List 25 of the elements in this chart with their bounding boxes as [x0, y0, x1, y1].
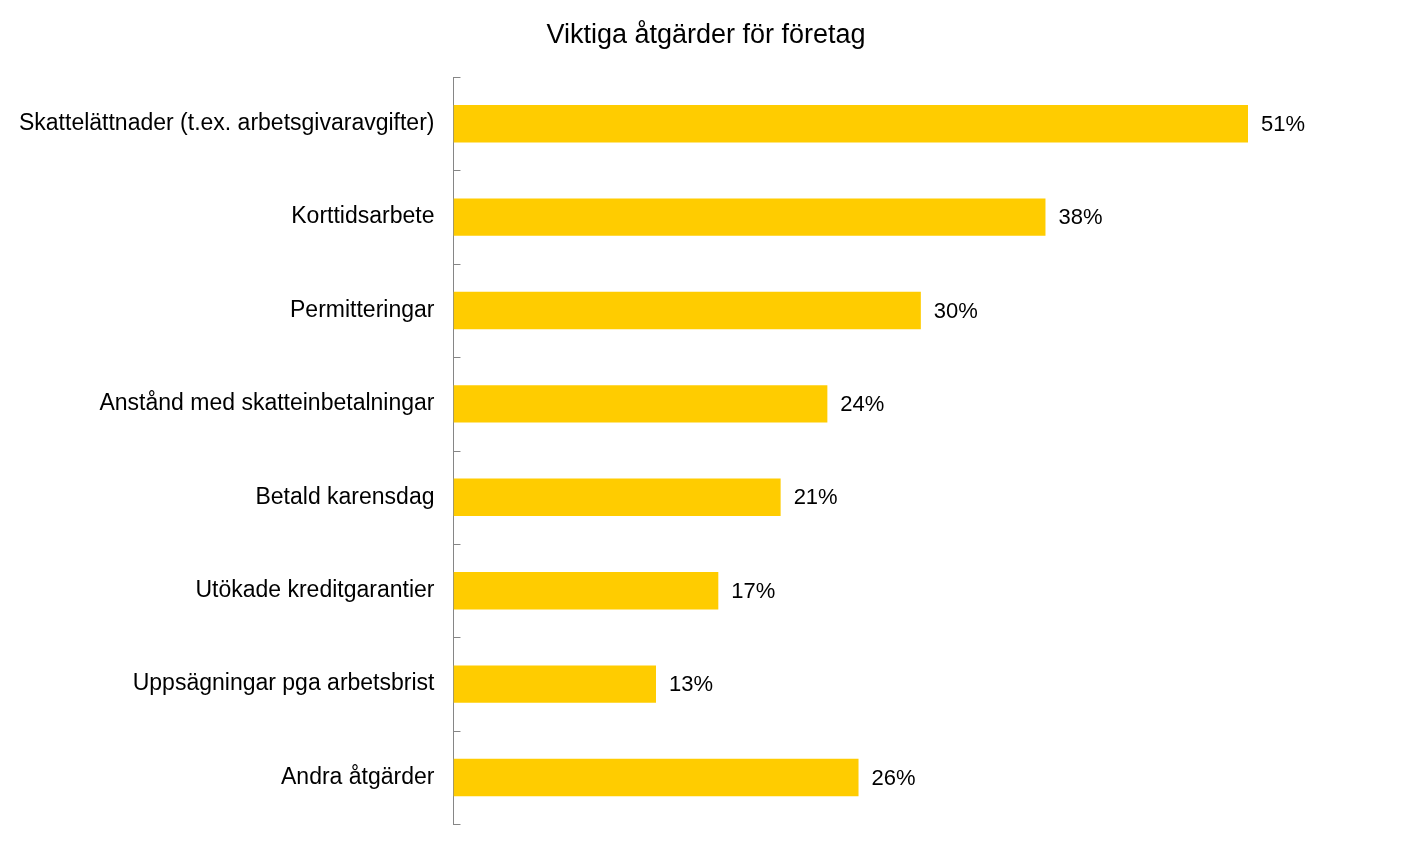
data-label: 38% [1058, 204, 1103, 230]
bar [453, 665, 656, 703]
data-label: 13% [669, 671, 714, 697]
y-tick-label: Uppsägningar pga arbetsbrist [132, 669, 436, 696]
bar [453, 758, 859, 797]
data-label: 24% [840, 390, 885, 416]
y-tick-label: Andra åtgärder [281, 762, 435, 789]
bar [453, 478, 781, 516]
data-label: 30% [933, 297, 978, 323]
data-label: 51% [1261, 110, 1306, 136]
y-tick-label: Utökade kreditgarantier [195, 576, 435, 603]
y-tick-label: Betald karensdag [255, 482, 435, 509]
bar [453, 291, 921, 330]
y-tick-label: Korttidsarbete [291, 202, 435, 229]
bar [453, 572, 719, 610]
data-label: 26% [871, 764, 916, 790]
y-tick-label: Anstånd med skatteinbetalningar [99, 389, 435, 416]
chart-title: Viktiga åtgärder för företag [546, 19, 866, 50]
bar [453, 385, 828, 423]
y-tick-label: Skattelättnader (t.ex. arbetsgivaravgifter) [18, 109, 435, 136]
bar [453, 198, 1046, 236]
y-tick-label: Permitteringar [290, 295, 435, 322]
data-label: 17% [731, 577, 776, 603]
bar [453, 105, 1248, 143]
data-label: 21% [793, 484, 838, 510]
